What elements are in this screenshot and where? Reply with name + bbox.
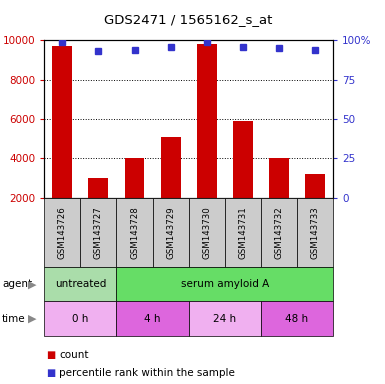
Text: GSM143726: GSM143726 [58, 206, 67, 259]
Bar [44, 301, 116, 336]
Text: GSM143728: GSM143728 [130, 206, 139, 259]
Bar [80, 198, 116, 267]
Bar [116, 267, 333, 301]
Text: GSM143733: GSM143733 [310, 206, 320, 259]
Text: 48 h: 48 h [285, 314, 308, 324]
Text: time: time [2, 314, 25, 324]
Bar [125, 159, 144, 237]
Text: 24 h: 24 h [213, 314, 236, 324]
Text: GSM143732: GSM143732 [275, 206, 283, 259]
Bar [44, 267, 116, 301]
Text: ■: ■ [46, 350, 55, 360]
Text: GDS2471 / 1565162_s_at: GDS2471 / 1565162_s_at [104, 13, 273, 26]
Bar [89, 178, 108, 237]
Bar [116, 301, 189, 336]
Text: ▶: ▶ [28, 314, 36, 324]
Bar [189, 198, 225, 267]
Bar [52, 46, 72, 237]
Text: ▶: ▶ [28, 279, 36, 289]
Text: count: count [59, 350, 89, 360]
Bar [269, 159, 289, 237]
Text: GSM143730: GSM143730 [202, 206, 211, 259]
Bar [152, 198, 189, 267]
Text: serum amyloid A: serum amyloid A [181, 279, 269, 289]
Bar [261, 198, 297, 267]
Text: GSM143729: GSM143729 [166, 206, 175, 259]
Text: 4 h: 4 h [144, 314, 161, 324]
Bar [189, 301, 261, 336]
Bar [116, 198, 152, 267]
Bar [233, 121, 253, 237]
Bar [305, 174, 325, 237]
Bar [261, 301, 333, 336]
Bar [225, 198, 261, 267]
Bar [161, 137, 181, 237]
Text: GSM143731: GSM143731 [238, 206, 247, 259]
Bar [297, 198, 333, 267]
Text: untreated: untreated [55, 279, 106, 289]
Bar [197, 44, 217, 237]
Text: 0 h: 0 h [72, 314, 89, 324]
Text: GSM143727: GSM143727 [94, 206, 103, 259]
Text: agent: agent [2, 279, 32, 289]
Bar [44, 198, 80, 267]
Text: ■: ■ [46, 368, 55, 378]
Text: percentile rank within the sample: percentile rank within the sample [59, 368, 235, 378]
